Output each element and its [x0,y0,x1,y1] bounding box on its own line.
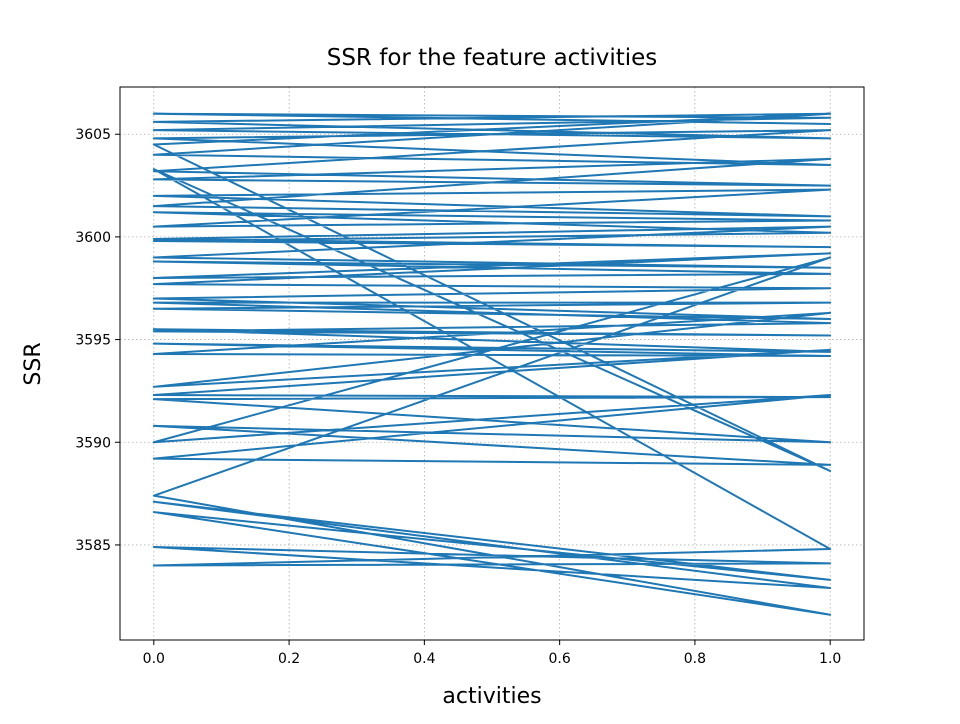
ticks: 0.0 0.2 0.4 0.6 0.8 1.0 3585 3590 3595 3600 3605 [75,127,841,667]
x-tick-label: 1.0 [819,651,841,667]
plot [152,112,832,616]
y-tick-label: 3595 [75,333,111,349]
y-tick-label: 3585 [75,538,111,554]
y-axis-label: SSR [21,342,46,385]
line [152,112,832,616]
x-tick-label: 0.4 [413,651,435,667]
x-tick-label: 0.0 [143,651,165,667]
x-tick-label: 0.6 [549,651,571,667]
x-tick-label: 0.8 [684,651,706,667]
x-tick-label: 0.2 [278,651,300,667]
y-tick-label: 3600 [75,230,111,246]
grid [120,87,864,640]
axes-frame [119,86,865,641]
y-tick-label: 3590 [75,435,111,451]
y-tick-label: 3605 [75,127,111,143]
x-axis-label: activities [442,684,541,709]
chart-title: SSR for the feature activities [327,45,658,71]
